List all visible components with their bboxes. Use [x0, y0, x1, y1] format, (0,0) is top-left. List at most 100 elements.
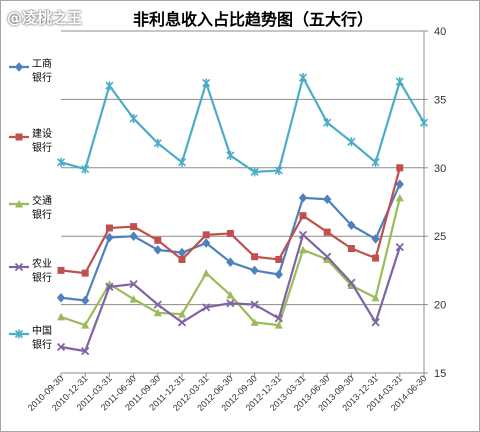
series-line-5 — [60, 76, 425, 174]
data-point — [81, 269, 89, 277]
data-point — [371, 157, 380, 167]
watermark: @凌桃之王 — [7, 9, 83, 27]
data-point — [395, 243, 404, 252]
legend-label: 银行 — [32, 208, 52, 221]
data-point — [396, 164, 404, 172]
data-point — [202, 303, 211, 312]
data-point — [250, 167, 259, 177]
data-point — [202, 231, 210, 239]
data-point — [299, 245, 307, 254]
data-point — [202, 238, 211, 248]
data-point — [81, 295, 90, 306]
legend-label: 工商 — [32, 57, 52, 70]
data-point — [129, 114, 138, 124]
data-point — [57, 266, 65, 274]
data-point — [154, 236, 162, 244]
data-point — [395, 179, 404, 189]
data-point — [177, 157, 187, 167]
data-point — [298, 193, 308, 203]
data-point — [298, 73, 308, 83]
data-point — [56, 342, 66, 352]
legend-label: 建设 — [32, 127, 52, 140]
legend-label: 交通 — [32, 194, 52, 207]
data-point — [129, 231, 138, 241]
legend-marker — [15, 200, 23, 208]
legend-label: 银行 — [32, 338, 52, 351]
data-point — [347, 220, 356, 231]
data-point — [226, 257, 235, 267]
data-point — [177, 318, 187, 327]
data-point — [81, 164, 90, 174]
data-point — [274, 314, 283, 323]
data-point — [323, 118, 332, 128]
legend-marker — [15, 133, 23, 141]
data-point — [395, 77, 404, 87]
y-tick-label: 40 — [434, 26, 446, 38]
legend-label: 农业 — [32, 257, 52, 270]
data-point — [202, 78, 211, 88]
data-point — [105, 232, 114, 243]
legend-marker — [14, 62, 24, 72]
data-point — [105, 282, 114, 291]
data-point — [56, 157, 66, 167]
data-point — [323, 194, 332, 205]
data-point — [275, 255, 283, 263]
data-point — [274, 166, 283, 176]
data-point — [226, 229, 234, 237]
legend-label: 银行 — [32, 271, 52, 284]
data-point — [226, 150, 235, 160]
data-point — [274, 321, 283, 329]
data-point — [347, 137, 356, 147]
data-point — [202, 269, 211, 277]
data-point — [298, 230, 308, 239]
data-point — [153, 300, 162, 309]
data-point — [226, 291, 235, 299]
data-point — [250, 265, 259, 276]
y-tick-label: 20 — [434, 300, 446, 312]
data-point — [81, 346, 90, 356]
data-point — [299, 212, 307, 220]
y-tick-label: 15 — [434, 368, 446, 380]
data-point — [372, 254, 380, 262]
data-point — [153, 138, 162, 148]
data-point — [129, 295, 138, 303]
series-line-2 — [60, 167, 401, 275]
y-tick-label: 30 — [434, 163, 446, 175]
chart-title: 非利息收入占比趋势图（五大行） — [133, 10, 373, 29]
data-point — [347, 245, 355, 253]
data-point — [347, 278, 356, 287]
data-point — [105, 81, 114, 91]
data-point — [153, 308, 162, 317]
data-point — [371, 293, 380, 302]
data-point — [323, 255, 332, 263]
data-point — [251, 253, 259, 261]
data-point — [323, 228, 331, 236]
data-point — [57, 312, 65, 321]
data-point — [153, 245, 162, 255]
legend-marker — [14, 329, 24, 339]
data-point — [178, 255, 186, 263]
data-point — [250, 318, 259, 326]
data-point — [371, 318, 380, 327]
data-point — [419, 118, 429, 128]
data-point — [56, 293, 66, 303]
legend-label: 中国 — [32, 324, 52, 337]
data-point — [130, 223, 138, 231]
data-point — [226, 299, 235, 308]
data-point — [178, 310, 186, 318]
data-point — [250, 300, 259, 309]
data-point — [323, 252, 332, 261]
legend-marker — [14, 262, 24, 272]
legend-label: 银行 — [32, 71, 52, 84]
data-point — [274, 269, 283, 280]
data-point — [129, 279, 138, 289]
data-point — [105, 224, 113, 232]
data-point — [395, 193, 404, 202]
data-point — [81, 321, 90, 329]
data-point — [371, 234, 380, 244]
legend-label: 银行 — [32, 141, 52, 154]
y-tick-label: 25 — [434, 231, 446, 243]
y-tick-label: 35 — [434, 94, 446, 106]
